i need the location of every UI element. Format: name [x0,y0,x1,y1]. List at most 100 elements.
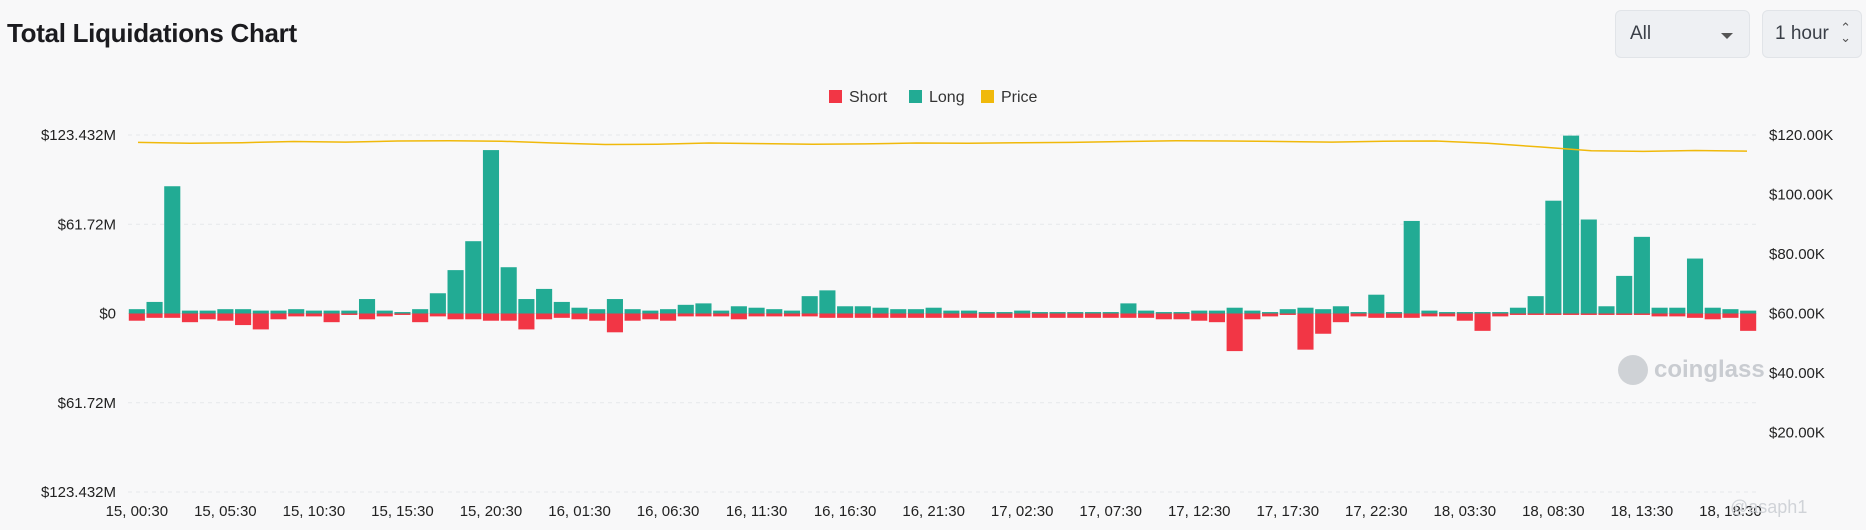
x-tick-label: 16, 06:30 [637,503,700,520]
short-bar [1208,313,1226,323]
x-tick-label: 18, 08:30 [1522,503,1585,520]
long-bar [1740,310,1757,314]
long-bar [1633,236,1650,314]
short-bar [1084,313,1102,318]
long-bar [323,310,340,314]
long-bar [766,309,783,314]
short-bar [1722,313,1739,318]
long-bar [1368,294,1385,314]
y-left-tick-label: $61.72M [58,395,116,412]
short-bar [1120,313,1137,318]
short-bar [943,313,960,318]
long-bar [606,299,623,314]
short-bar [270,313,287,320]
short-bar [907,313,924,318]
page-title: Total Liquidations Chart [7,18,297,48]
short-bar [1545,313,1562,315]
x-tick-label: 15, 20:30 [460,503,523,520]
short-bar [748,313,765,317]
x-tick-label: 15, 10:30 [283,503,346,520]
long-bar [482,150,500,314]
y-left-tick-label: $0 [99,306,116,323]
long-bar [500,267,517,314]
short-bar [1669,313,1686,317]
y-right-tick-label: $60.00K [1769,306,1825,323]
long-bar [943,310,960,314]
short-bar [624,313,641,321]
short-bar [1740,313,1757,331]
x-tick-label: 16, 11:30 [726,503,787,520]
short-bar [217,313,234,321]
short-bar [536,313,553,320]
y-right-tick-label: $80.00K [1769,246,1825,263]
x-tick-label: 18, 13:30 [1611,503,1674,520]
filter-select[interactable]: All [1615,10,1750,58]
long-bar [890,309,907,314]
interval-select[interactable]: 1 hour ⌃ ⌄ [1762,10,1862,58]
legend-label-price: Price [1001,89,1038,106]
short-bar [659,313,677,321]
x-tick-label: 17, 07:30 [1079,503,1142,520]
x-tick-label: 17, 02:30 [991,503,1054,520]
long-bar [536,288,553,314]
long-bar [1563,135,1580,314]
long-bar [146,301,163,314]
short-bar [1598,313,1615,315]
legend-label-long: Long [929,89,965,106]
long-bar [783,310,801,314]
short-bar [1580,313,1597,315]
y-right-tick-label: $120.00K [1769,127,1833,144]
short-bar [819,313,836,318]
long-bar [1067,312,1084,314]
long-bar [217,309,234,314]
watermark-text: coinglass [1654,356,1765,383]
short-bar [323,313,340,323]
legend-swatch-price [981,90,994,103]
short-bar [1527,313,1544,315]
legend-swatch-long [909,90,922,103]
short-bar [500,313,517,321]
long-bar [465,241,482,314]
x-tick-label: 15, 00:30 [106,503,169,520]
long-bar [1704,307,1721,314]
long-bar [252,310,269,314]
short-bar [1385,313,1403,318]
long-bar [925,307,942,314]
long-bar [553,301,570,314]
long-bar [872,307,889,314]
long-bar [978,312,995,314]
long-bar [1244,310,1261,314]
legend-label-short: Short [849,89,888,106]
y-left-tick-label: $123.432M [41,484,116,501]
long-bar [358,299,376,314]
long-bar [1014,310,1031,314]
short-bar [1651,313,1668,317]
short-bar [890,313,907,318]
long-bar [1297,307,1314,314]
long-bar [589,309,606,314]
short-bar [1421,313,1438,317]
long-bar [819,290,836,314]
long-bar [305,310,322,314]
long-bar [199,310,216,314]
long-bar [376,310,393,314]
short-bar [1403,313,1420,318]
short-bar [412,313,429,323]
x-tick-label: 17, 17:30 [1256,503,1319,520]
short-bar [961,313,978,318]
short-bar [571,313,588,320]
x-tick-label: 17, 22:30 [1345,503,1408,520]
short-bar [1456,313,1473,321]
long-bar [1439,312,1456,314]
x-tick-label: 15, 15:30 [371,503,434,520]
long-bar [288,309,305,314]
short-bar [1155,313,1172,320]
long-bar [659,309,677,314]
short-bar [837,313,854,318]
x-tick-label: 15, 05:30 [194,503,257,520]
sort-arrows-icon: ⌃ ⌄ [1840,20,1851,45]
short-bar [1049,313,1066,318]
short-bar [695,313,712,317]
short-bar [1686,313,1704,318]
watermark-handle: @asaph1 [1730,497,1808,517]
